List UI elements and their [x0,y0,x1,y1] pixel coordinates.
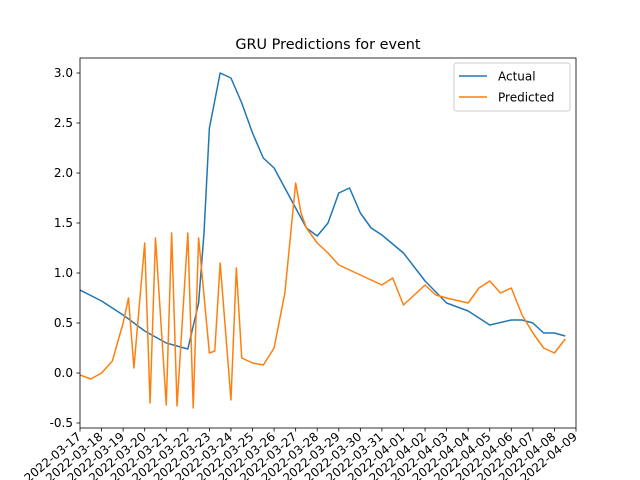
y-tick-label: -0.5 [50,416,73,430]
y-tick-label: 0.5 [54,316,73,330]
y-tick-label: 3.0 [54,66,73,80]
legend-label-predicted: Predicted [498,91,554,105]
legend: Actual Predicted [453,62,571,112]
axes-frame [79,57,577,429]
y-tick-label: 0.0 [54,366,73,380]
y-tick-label: 1.0 [54,266,73,280]
y-tick-label: 2.5 [54,116,73,130]
y-tick-label: 1.5 [54,216,73,230]
y-tick-label: 2.0 [54,166,73,180]
legend-box [453,62,571,112]
chart-title: GRU Predictions for event [235,37,421,53]
plot-area [80,72,566,409]
legend-label-actual: Actual [498,70,536,84]
series-line-predicted [80,182,566,409]
series-line-actual [80,72,566,350]
